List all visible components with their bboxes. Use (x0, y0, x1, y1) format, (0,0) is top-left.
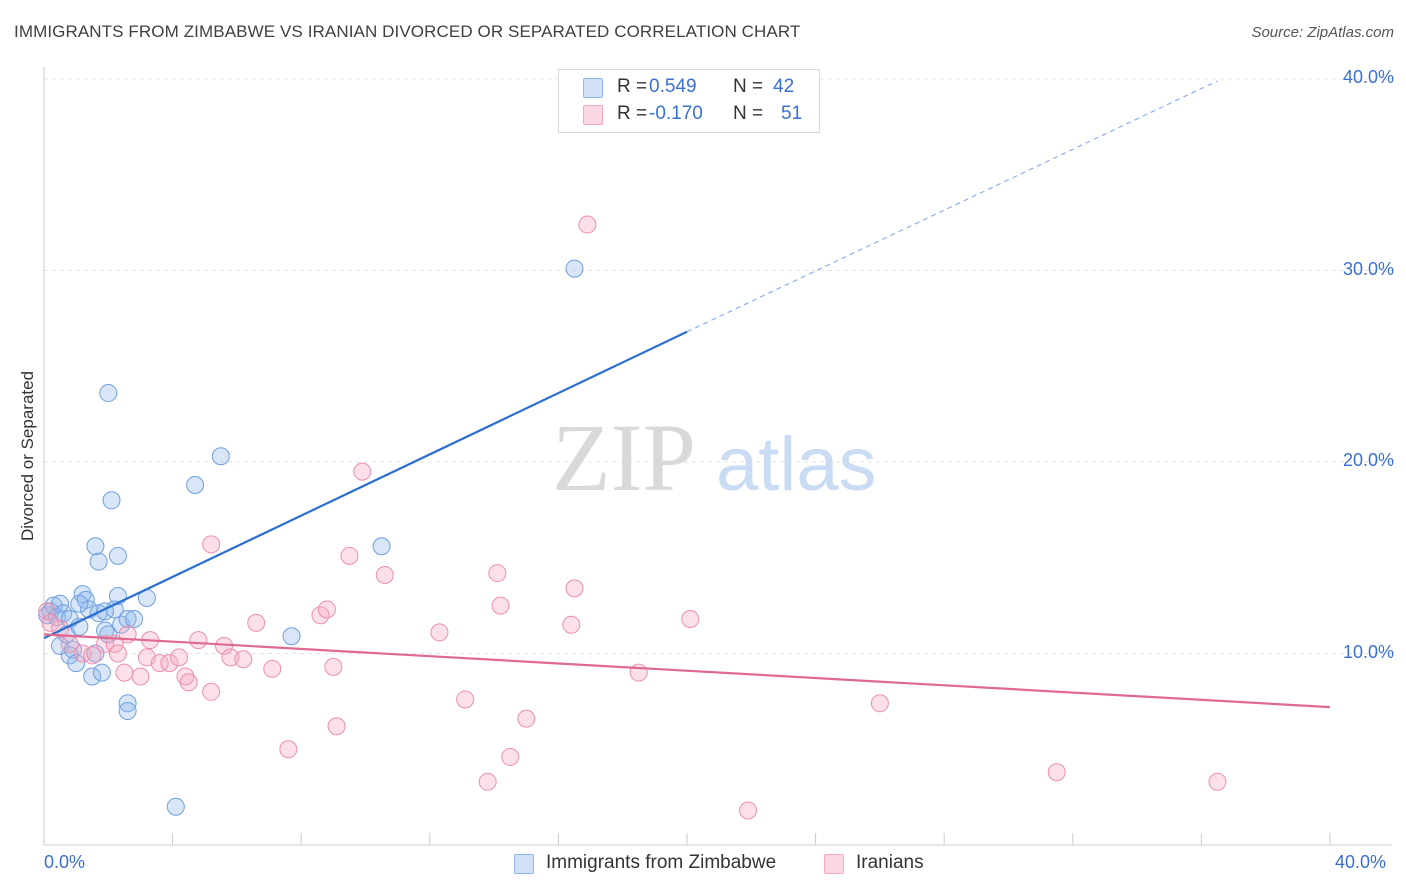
iranians-point (488, 564, 507, 583)
iranians-point (501, 747, 520, 766)
zimbabwe-point (89, 552, 108, 571)
watermark-atlas: atlas (716, 422, 877, 507)
iranians-point (456, 690, 475, 709)
zimbabwe-point (92, 663, 111, 682)
zimbabwe-point (86, 537, 105, 556)
iranians-point (681, 610, 700, 629)
zimbabwe-point (86, 644, 105, 663)
iranians-point (578, 215, 597, 234)
legend-label-zimbabwe: Immigrants from Zimbabwe (546, 852, 777, 873)
iranians-point (565, 579, 584, 598)
iranians-point (108, 644, 127, 663)
iranians-point (353, 462, 372, 481)
zimbabwe-point (102, 491, 121, 510)
iranians-point (1208, 772, 1227, 791)
zimbabwe-point (118, 694, 137, 713)
legend-swatch-zimbabwe (514, 854, 534, 874)
chart-title: IMMIGRANTS FROM ZIMBABWE VS IRANIAN DIVO… (14, 22, 801, 41)
zimbabwe-point (125, 610, 144, 629)
iranians-point (739, 801, 758, 820)
iranians-trend-line (43, 633, 1331, 709)
iranians-point (150, 654, 169, 673)
x-tick-min: 0.0% (44, 852, 86, 872)
iranians-point (247, 613, 266, 632)
source-label: Source: ZipAtlas.com (1251, 24, 1394, 41)
zimbabwe-point (186, 475, 205, 494)
iranians-point (160, 654, 179, 673)
watermark-zip: ZIP (552, 404, 696, 511)
iranians-point (517, 709, 536, 728)
grid-layer (44, 78, 1392, 654)
iranians-point (317, 600, 336, 619)
iranians-point (1047, 763, 1066, 782)
iranians-point (562, 615, 581, 634)
points-layer (38, 215, 1227, 820)
iranians-point (115, 663, 134, 682)
iranians-point (430, 623, 449, 642)
iranians-point (327, 717, 346, 736)
zimbabwe-point (565, 259, 584, 278)
zimbabwe-point (211, 447, 230, 466)
iranians-point (131, 667, 150, 686)
zimbabwe-point (83, 667, 102, 686)
x-tick-max: 40.0% (1335, 852, 1387, 872)
zimbabwe-trend-line (43, 330, 688, 640)
y-tick-label: 20.0% (1342, 450, 1394, 470)
iranians-point (189, 631, 208, 650)
iranians-point (870, 694, 889, 713)
iranians-point (491, 596, 510, 615)
iranians-point (176, 667, 195, 686)
iranians-point (170, 648, 189, 667)
legend-r-label: R = (617, 103, 648, 124)
zimbabwe-trend-extension (686, 80, 1218, 333)
zimbabwe-point (63, 640, 82, 659)
y-tick-label: 30.0% (1342, 258, 1394, 279)
legend-r-label: R = (617, 76, 648, 97)
legend-swatch-zimbabwe (583, 78, 603, 98)
iranians-point (202, 682, 221, 701)
zimbabwe-point (99, 384, 118, 403)
iranians-point (83, 646, 102, 665)
iranians-point (41, 613, 60, 632)
legend-n-label: N = (733, 76, 764, 97)
iranians-point (202, 535, 221, 554)
zimbabwe-point (118, 701, 137, 720)
iranians-point (375, 565, 394, 584)
iranians-point (279, 740, 298, 759)
axes-layer (43, 67, 1392, 846)
legend-swatch-iranians (583, 105, 603, 125)
iranians-point (340, 546, 359, 565)
zimbabwe-point (372, 537, 391, 556)
zimbabwe-point (73, 585, 92, 604)
stats-legend: R = 0.549 N = 42 R = -0.170 N = 51 (558, 69, 820, 133)
zimbabwe-point (166, 797, 185, 816)
y-tick-label: 40.0% (1342, 67, 1394, 87)
watermark: ZIP atlas (552, 404, 877, 511)
iranians-point (324, 657, 343, 676)
legend-n-value: 42 (773, 76, 795, 97)
zimbabwe-point (70, 594, 89, 613)
zimbabwe-point (118, 610, 137, 629)
iranians-point (38, 602, 57, 621)
iranians-point (263, 659, 282, 678)
legend-r-value: -0.170 (649, 103, 703, 124)
iranians-point (234, 650, 253, 669)
legend-r-value: 0.549 (649, 76, 697, 97)
zimbabwe-point (282, 627, 301, 646)
zimbabwe-point (67, 654, 86, 673)
legend-swatch-iranians (824, 854, 844, 874)
legend-label-iranians: Iranians (856, 852, 924, 873)
legend-n-value: 51 (781, 103, 803, 124)
zimbabwe-point (108, 546, 127, 565)
trend-layer (43, 80, 1331, 709)
iranians-point (96, 634, 115, 653)
y-tick-label: 10.0% (1342, 641, 1394, 662)
legend-n-label: N = (733, 103, 764, 124)
iranians-point (179, 673, 198, 692)
iranians-point (478, 772, 497, 791)
